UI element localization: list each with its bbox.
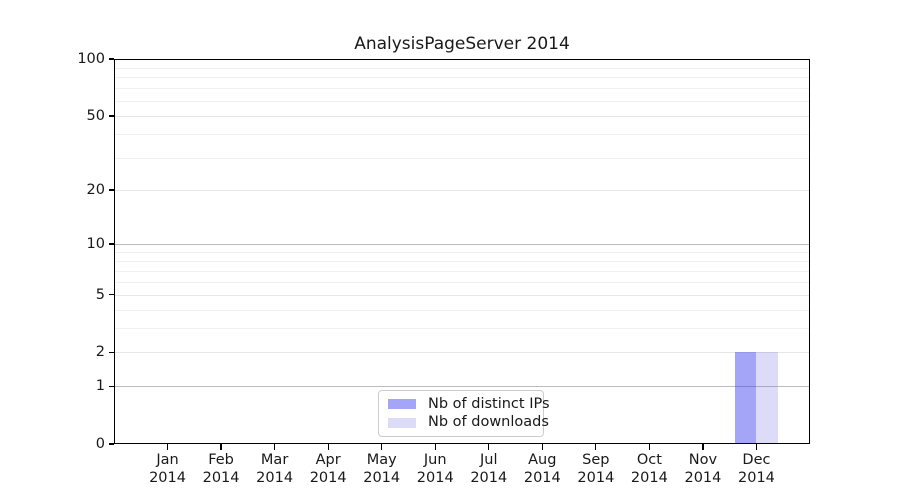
legend-item-downloads: Nb of downloads [388,414,549,431]
x-tickmark [541,444,543,450]
y-tick-label: 10 [86,235,105,252]
legend: Nb of distinct IPs Nb of downloads [378,390,550,437]
chart-title: AnalysisPageServer 2014 [354,34,570,54]
x-tick-label: Aug 2014 [523,452,561,486]
legend-swatch-downloads [388,417,416,428]
x-tick-label: Apr 2014 [309,452,347,486]
legend-label-downloads: Nb of downloads [428,414,549,431]
x-tick-label: Sep 2014 [577,452,615,486]
x-tickmark [488,444,490,450]
legend-swatch-distinct-ips [388,399,416,410]
y-tick-label: 1 [95,378,105,395]
x-tick-label: Oct 2014 [630,452,668,486]
x-tick-label: Nov 2014 [684,452,722,486]
y-tick-label: 0 [95,436,105,452]
x-tickmark [595,444,597,450]
x-tickmark [274,444,276,450]
x-tick-label: Jan 2014 [149,452,186,486]
x-tick-label: Dec 2014 [738,452,775,486]
x-tickmark [648,444,650,450]
x-tick-label: Mar 2014 [256,452,294,486]
x-tickmark [381,444,383,450]
x-tickmark [166,444,169,450]
y-tick-label: 20 [86,182,105,199]
x-tickmark [755,444,758,450]
x-tick-label: Jun 2014 [416,452,454,486]
x-tick-label: Feb 2014 [202,452,240,486]
x-tickmark [702,444,704,450]
x-tickmark [327,444,329,450]
legend-label-distinct-ips: Nb of distinct IPs [428,395,550,412]
x-tickmark [220,444,222,450]
x-tick-label: May 2014 [363,452,401,486]
plot-area [114,59,810,444]
y-tick-label: 2 [95,344,105,361]
y-tick-label: 100 [77,51,105,67]
x-tick-label: Jul 2014 [470,452,508,486]
legend-item-distinct-ips: Nb of distinct IPs [388,396,550,413]
y-tick-label: 50 [86,108,105,124]
x-tickmark [434,444,436,450]
y-tick-label: 5 [95,286,105,303]
